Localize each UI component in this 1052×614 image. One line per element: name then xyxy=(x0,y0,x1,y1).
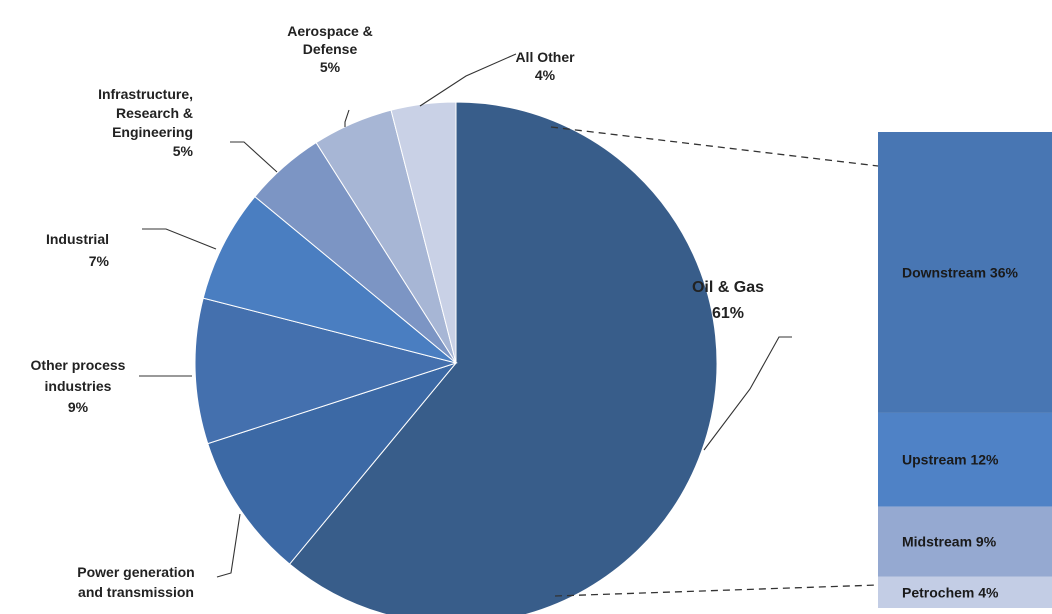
leader-infrastructure xyxy=(230,141,278,173)
pie-slice-3 xyxy=(202,195,457,364)
pie-slice-1 xyxy=(207,361,458,565)
label-power-generation: Power generation and transmission xyxy=(77,564,194,600)
leader-power-generation xyxy=(216,513,241,578)
bar-segment-0 xyxy=(878,132,1052,413)
connector-lines xyxy=(550,126,879,597)
bar-segment-3 xyxy=(878,576,1052,608)
leader-industrial xyxy=(142,228,217,250)
leader-all-other xyxy=(419,53,517,107)
connector-bottom xyxy=(554,584,879,597)
pie-slice-0 xyxy=(288,101,718,614)
bar-segment-2 xyxy=(878,506,1052,577)
pie-labels: Oil & Gas 61% Aerospace & Defense 5% All Othe… xyxy=(31,23,792,600)
label-oil-gas: Oil & Gas 61% xyxy=(692,279,764,322)
label-infrastructure: Infrastructure, Research & Engineering 5% xyxy=(98,86,193,159)
connector-top xyxy=(550,126,879,167)
bar-segment-label-0: Downstream 36% xyxy=(902,264,1018,280)
label-aerospace-defense: Aerospace & Defense 5% xyxy=(287,23,373,75)
label-industrial: Industrial 7% xyxy=(46,231,110,269)
pie-chart xyxy=(194,101,718,614)
leader-oil-gas xyxy=(703,336,792,451)
bar-segment-label-3: Petrochem 4% xyxy=(902,584,999,600)
oil-gas-breakdown-bar: Downstream 36% Upstream 12% Midstream 9% Pe… xyxy=(878,132,1052,608)
pie-slice-2 xyxy=(194,297,458,445)
label-all-other: All Other 4% xyxy=(515,49,575,83)
label-other-process: Other process industries 9% xyxy=(31,357,126,415)
bar-segment-label-1: Upstream 12% xyxy=(902,452,999,468)
leader-aerospace-defense xyxy=(344,109,350,127)
bar-segment-1 xyxy=(878,412,1052,507)
bar-segment-label-2: Midstream 9% xyxy=(902,534,997,550)
